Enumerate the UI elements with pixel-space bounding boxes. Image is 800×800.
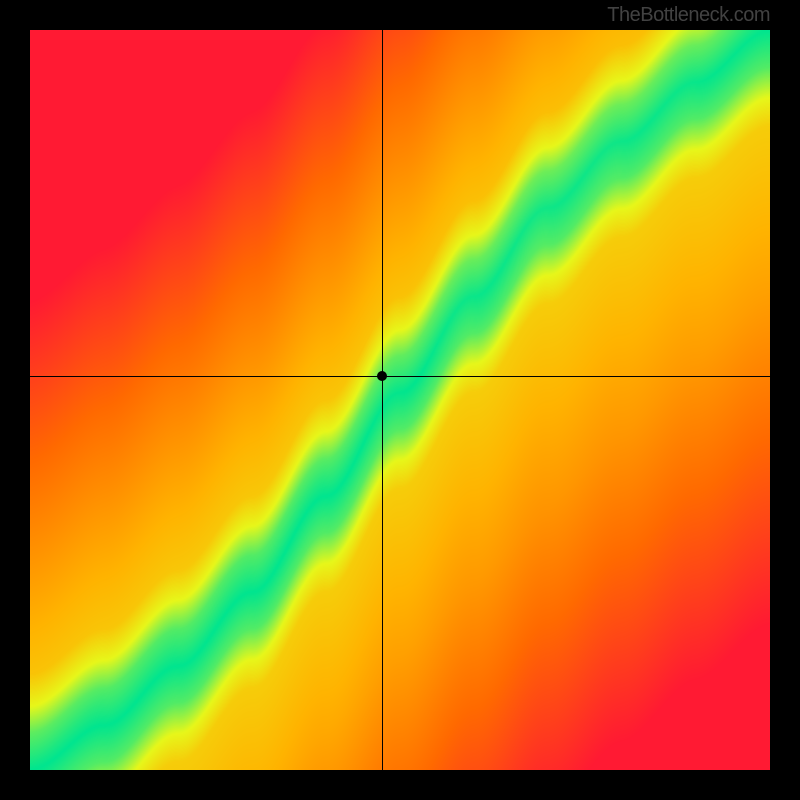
heatmap-canvas [30, 30, 770, 770]
crosshair-vertical [382, 30, 383, 770]
heatmap-chart [30, 30, 770, 770]
watermark-text: TheBottleneck.com [607, 4, 770, 27]
crosshair-point [377, 371, 387, 381]
crosshair-horizontal [30, 376, 770, 377]
